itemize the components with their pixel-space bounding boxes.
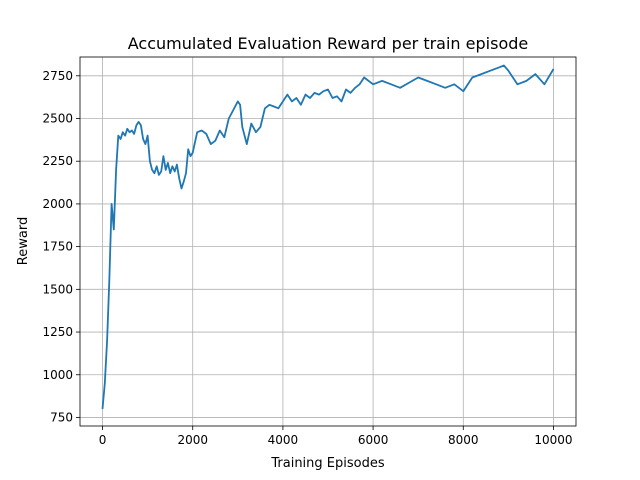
y-tick-label: 750 — [50, 410, 73, 424]
y-tick-label: 1000 — [42, 368, 73, 382]
y-tick-label: 1500 — [42, 282, 73, 296]
x-axis-label: Training Episodes — [270, 456, 384, 471]
x-tick-label: 4000 — [268, 433, 299, 447]
y-tick-label: 1750 — [42, 240, 73, 254]
axis-ticks: 0 2000 4000 6000 8000 10000 750 1000 1250 1500 175… — [42, 69, 572, 447]
x-tick-label: 10000 — [534, 433, 572, 447]
y-tick-label: 2500 — [42, 112, 73, 126]
y-tick-label: 2750 — [42, 69, 73, 83]
x-tick-label: 8000 — [448, 433, 479, 447]
plot-frame — [80, 57, 576, 426]
reward-series-line — [103, 66, 554, 409]
x-tick-label: 0 — [99, 433, 107, 447]
y-tick-label: 2000 — [42, 197, 73, 211]
grid-lines — [80, 57, 576, 426]
x-tick-label: 6000 — [358, 433, 389, 447]
y-tick-label: 2250 — [42, 154, 73, 168]
chart-title: Accumulated Evaluation Reward per train … — [128, 34, 528, 53]
y-axis-label: Reward — [16, 217, 31, 265]
x-tick-label: 2000 — [177, 433, 208, 447]
y-tick-label: 1250 — [42, 325, 73, 339]
